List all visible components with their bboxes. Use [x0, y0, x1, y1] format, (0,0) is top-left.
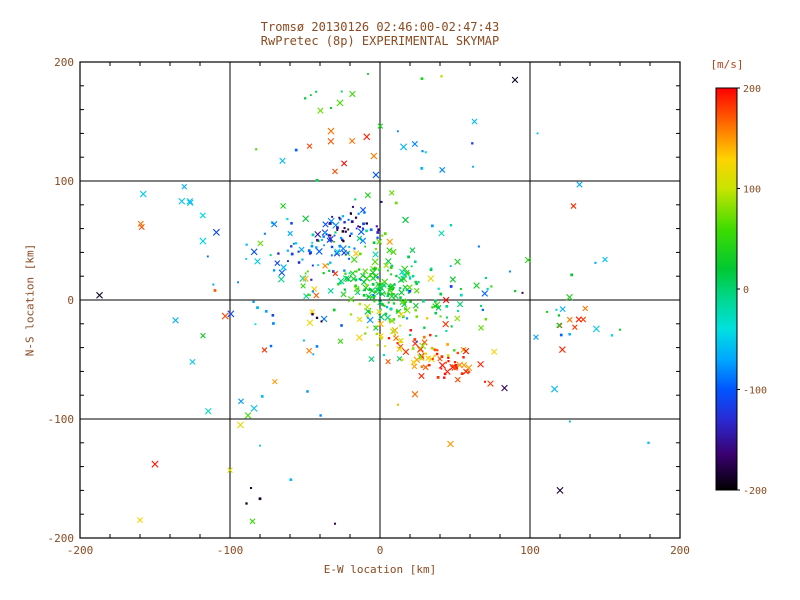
svg-text:-100: -100 — [743, 386, 767, 397]
svg-text:0: 0 — [377, 544, 384, 557]
svg-text:200: 200 — [54, 56, 74, 69]
svg-text:200: 200 — [743, 84, 761, 95]
svg-text:-200: -200 — [48, 532, 75, 545]
svg-text:100: 100 — [54, 175, 74, 188]
svg-text:-100: -100 — [217, 544, 244, 557]
svg-text:-200: -200 — [743, 486, 767, 497]
svg-text:-100: -100 — [48, 413, 75, 426]
colorbar-units-label: [m/s] — [710, 58, 744, 71]
axis-ticks — [79, 61, 681, 539]
svg-text:0: 0 — [743, 285, 749, 296]
plot-subtitle: RwPretec (8p) EXPERIMENTAL SKYMAP — [260, 34, 500, 48]
colorbar-tick-labels: 200 100 0 -100 -200 — [743, 84, 767, 497]
plot-title: Tromsø 20130126 02:46:00-02:47:43 — [260, 20, 500, 34]
svg-text:100: 100 — [743, 185, 761, 196]
svg-text:-200: -200 — [67, 544, 94, 557]
svg-text:100: 100 — [520, 544, 540, 557]
scatter-points — [96, 72, 650, 525]
axis-tick-labels: -200 -100 0 100 200 -200 -100 0 100 200 — [48, 56, 690, 557]
svg-text:200: 200 — [670, 544, 690, 557]
svg-text:0: 0 — [67, 294, 74, 307]
grid-lines — [80, 62, 680, 538]
colorbar: 200 100 0 -100 -200 — [715, 84, 767, 497]
x-axis-label: E-W location [km] — [323, 563, 437, 576]
